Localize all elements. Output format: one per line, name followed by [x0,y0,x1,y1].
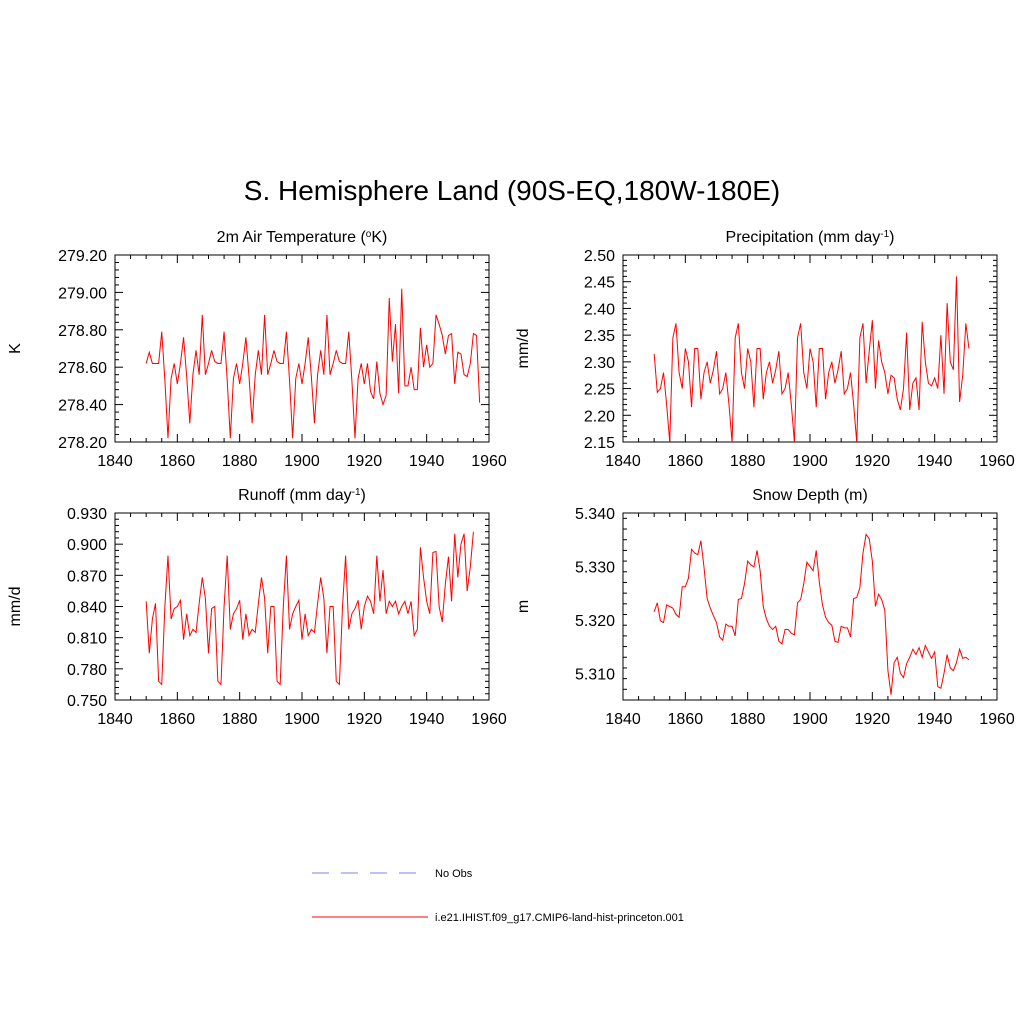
x-tick-label: 1940 [409,453,445,470]
y-tick-label: 0.870 [67,568,107,585]
y-tick-label: 2.20 [584,408,615,425]
panel-title-end: ) [361,487,366,504]
x-tick-label: 1960 [979,453,1015,470]
panel-title-end: ) [889,229,894,246]
y-axis-label: m [515,600,532,613]
panel-title: Precipitation (mm day-1) [726,229,895,247]
y-tick-label: 279.00 [58,285,107,302]
y-tick-label: 5.310 [575,666,615,683]
chart-panel-2: Runoff (mm day-1) mm/d 1840 1860 1880 1900 192… [7,487,507,729]
x-tick-label: 1940 [917,453,953,470]
chart-panel-0: 2m Air Temperature (oK) K 1840 1860 1880 1900… [7,229,507,471]
y-tick-label: 278.20 [58,435,107,452]
x-tick-label: 1960 [471,453,507,470]
y-tick-label: 278.80 [58,323,107,340]
plot-frame [622,512,998,701]
y-tick-label: 278.40 [58,398,107,415]
y-tick-label: 2.15 [584,435,615,452]
x-tick-label: 1840 [605,453,641,470]
panel-title-superscript: -1 [880,229,889,240]
series-line [653,276,970,442]
plot-frame [114,512,490,701]
x-tick-label: 1900 [792,453,828,470]
y-tick-label: 0.780 [67,662,107,679]
panel-title-superscript: -1 [352,487,361,498]
x-tick-label: 1900 [284,711,320,728]
x-tick-label: 1900 [792,711,828,728]
x-tick-label: 1840 [97,711,133,728]
x-tick-label: 1960 [471,711,507,728]
x-tick-label: 1880 [730,711,766,728]
y-tick-label: 2.45 [584,275,615,292]
y-tick-label: 5.320 [575,613,615,630]
panel-title-main: Snow Depth (m) [752,487,868,504]
y-tick-label: 2.35 [584,328,615,345]
panel-title: 2m Air Temperature (oK) [217,229,388,247]
y-tick-label: 0.900 [67,537,107,554]
chart-panel-3: Snow Depth (m) m 1840 1860 1880 1900 1920 1940 1… [515,487,1015,728]
x-tick-label: 1960 [979,711,1015,728]
x-tick-label: 1940 [409,711,445,728]
x-tick-label: 1920 [855,711,891,728]
x-tick-label: 1860 [160,711,196,728]
y-tick-label: 5.340 [575,506,615,523]
y-tick-label: 2.30 [584,355,615,372]
x-tick-label: 1880 [730,453,766,470]
x-tick-label: 1880 [222,453,258,470]
y-axis-label: mm/d [515,329,532,369]
chart-panel-1: Precipitation (mm day-1) mm/d 1840 1860 1880… [515,229,1015,471]
y-tick-label: 2.40 [584,301,615,318]
y-tick-label: 0.930 [67,506,107,523]
x-tick-label: 1900 [284,453,320,470]
y-tick-label: 2.50 [584,248,615,265]
figure-title: S. Hemisphere Land (90S-EQ,180W-180E) [244,175,780,206]
x-tick-label: 1840 [605,711,641,728]
x-tick-label: 1920 [347,711,383,728]
legend-label-model: i.e21.IHIST.f09_g17.CMIP6-land-hist-prin… [435,912,684,924]
y-tick-label: 2.25 [584,382,615,399]
y-tick-label: 0.750 [67,693,107,710]
panel-title-superscript: o [366,229,372,240]
y-tick-label: 278.60 [58,360,107,377]
panel-title: Runoff (mm day-1) [238,487,366,505]
x-tick-label: 1880 [222,711,258,728]
panel-title-main: Precipitation (mm day [726,229,881,246]
x-tick-label: 1860 [160,453,196,470]
x-tick-label: 1860 [668,711,704,728]
series-line [653,533,970,695]
x-tick-label: 1860 [668,453,704,470]
x-tick-label: 1940 [917,711,953,728]
y-axis-label: mm/d [7,587,24,627]
x-tick-label: 1840 [97,453,133,470]
y-tick-label: 0.840 [67,600,107,617]
series-line [145,288,481,439]
y-tick-label: 0.810 [67,631,107,648]
panel-title-end: K) [371,229,387,246]
y-tick-label: 5.330 [575,559,615,576]
legend: No Obs i.e21.IHIST.f09_g17.CMIP6-land-hi… [312,868,684,924]
panel-title: Snow Depth (m) [752,487,868,504]
x-tick-label: 1920 [347,453,383,470]
legend-label-no-obs: No Obs [435,868,473,880]
panels: 2m Air Temperature (oK) K 1840 1860 1880 1900… [7,229,1015,729]
panel-title-main: Runoff (mm day [238,487,352,504]
y-tick-label: 279.20 [58,248,107,265]
x-tick-label: 1920 [855,453,891,470]
y-axis-label: K [7,343,24,354]
panel-title-main: 2m Air Temperature ( [217,229,367,246]
series-line [145,531,474,686]
plot-frame [114,254,490,443]
